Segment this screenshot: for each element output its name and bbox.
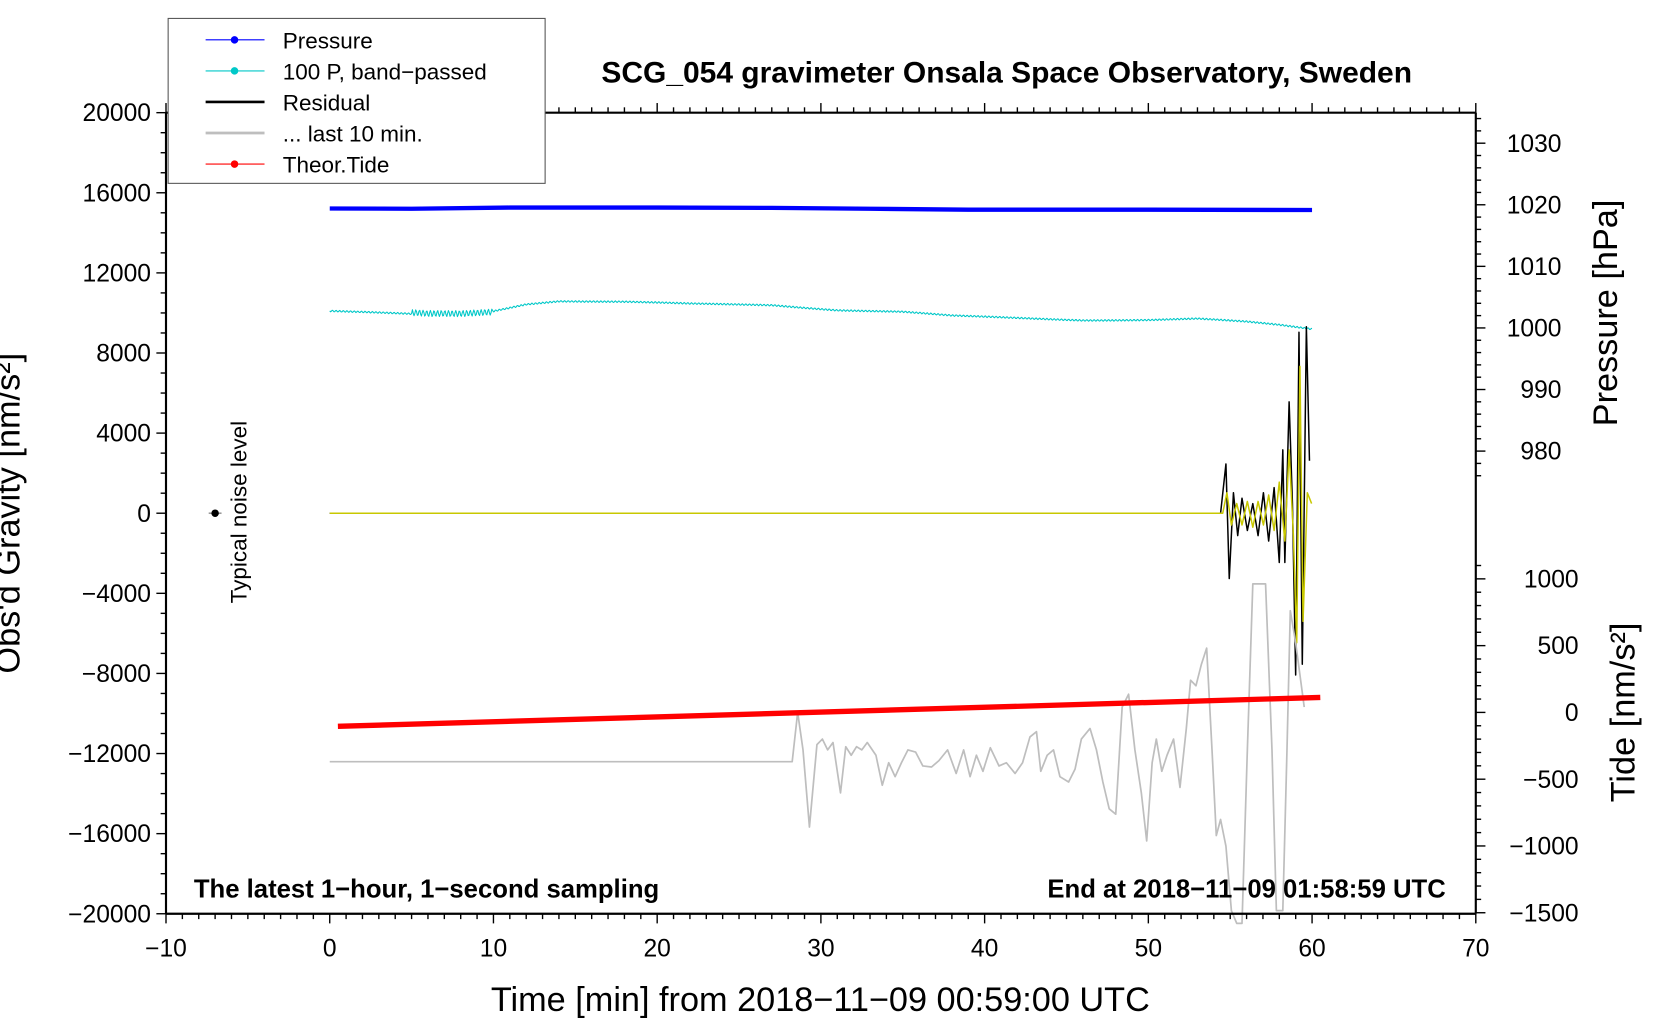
y-tick-label: 12000 (83, 260, 151, 287)
x-tick-label: 20 (643, 936, 670, 963)
legend-dot (230, 160, 239, 168)
tide-tick-label: −1000 (1509, 834, 1578, 861)
series-layer (208, 205, 1321, 925)
series-theor-tide (337, 694, 1321, 730)
legend-label: 100 P, band−passed (283, 59, 487, 84)
legend-label: Theor.Tide (283, 153, 390, 178)
noise-level-marker (211, 509, 219, 517)
x-tick-label: 30 (807, 936, 834, 963)
legend: Pressure 100 P, band−passed Residual ... la… (167, 17, 546, 184)
pressure-tick-label: 1000 (1507, 316, 1562, 343)
legend-label: ... last 10 min. (283, 122, 423, 147)
series-last-10-min (329, 583, 1306, 925)
x-tick-label: 0 (323, 936, 337, 963)
y-tick-label: −20000 (68, 901, 151, 928)
annotation-end-time: End at 2018−11−09 01:58:59 UTC (1047, 876, 1445, 904)
axes-layer: −10 0 10 20 30 40 50 60 70−20000−16000−12000−800… (68, 100, 1578, 962)
x-tick-label: −10 (145, 936, 187, 963)
tide-tick-label: −1500 (1509, 900, 1578, 927)
pressure-tick-label: 980 (1520, 439, 1561, 466)
y-axis-label-left: Obs'd Gravity [nm/s²] (0, 353, 27, 674)
y-tick-label: 0 (137, 501, 151, 528)
y-axis-label-pressure: Pressure [hPa] (1587, 200, 1625, 427)
y-axis-label-tide: Tide [nm/s²] (1604, 623, 1642, 803)
y-tick-label: −16000 (68, 821, 151, 848)
series-filtered-residual (329, 365, 1313, 644)
pressure-tick-label: 1010 (1507, 254, 1562, 281)
pressure-tick-label: 1020 (1507, 192, 1562, 219)
tide-tick-label: −500 (1523, 767, 1578, 794)
series-pressure (329, 205, 1313, 213)
x-axis-label: Time [min] from 2018−11−09 00:59:00 UTC (491, 981, 1150, 1019)
tide-tick-label: 1000 (1524, 566, 1579, 593)
legend-dot (230, 67, 239, 75)
legend-label: Residual (283, 91, 371, 116)
x-tick-label: 10 (480, 936, 507, 963)
x-tick-label: 60 (1298, 936, 1325, 963)
x-tick-label: 70 (1462, 936, 1489, 963)
y-tick-label: 20000 (83, 100, 151, 127)
y-tick-label: −12000 (68, 741, 151, 768)
legend-label: Pressure (283, 28, 373, 53)
series-100-p-band-passed (329, 300, 1313, 331)
tide-tick-label: 0 (1565, 700, 1579, 727)
y-tick-label: 8000 (96, 341, 151, 368)
legend-dot (230, 36, 239, 44)
y-tick-label: −8000 (82, 661, 151, 688)
y-tick-label: 16000 (83, 180, 151, 207)
noise-level-label: Typical noise level (226, 421, 251, 603)
chart-title: SCG_054 gravimeter Onsala Space Observat… (601, 57, 1412, 90)
x-tick-label: 40 (971, 936, 998, 963)
annotation-sampling: The latest 1−hour, 1−second sampling (194, 876, 659, 904)
y-tick-label: −4000 (82, 581, 151, 608)
pressure-tick-label: 990 (1520, 377, 1561, 404)
series-residual (329, 326, 1311, 676)
x-tick-label: 50 (1135, 936, 1162, 963)
pressure-tick-label: 1030 (1507, 131, 1562, 158)
y-tick-label: 4000 (96, 421, 151, 448)
tide-tick-label: 500 (1538, 633, 1579, 660)
